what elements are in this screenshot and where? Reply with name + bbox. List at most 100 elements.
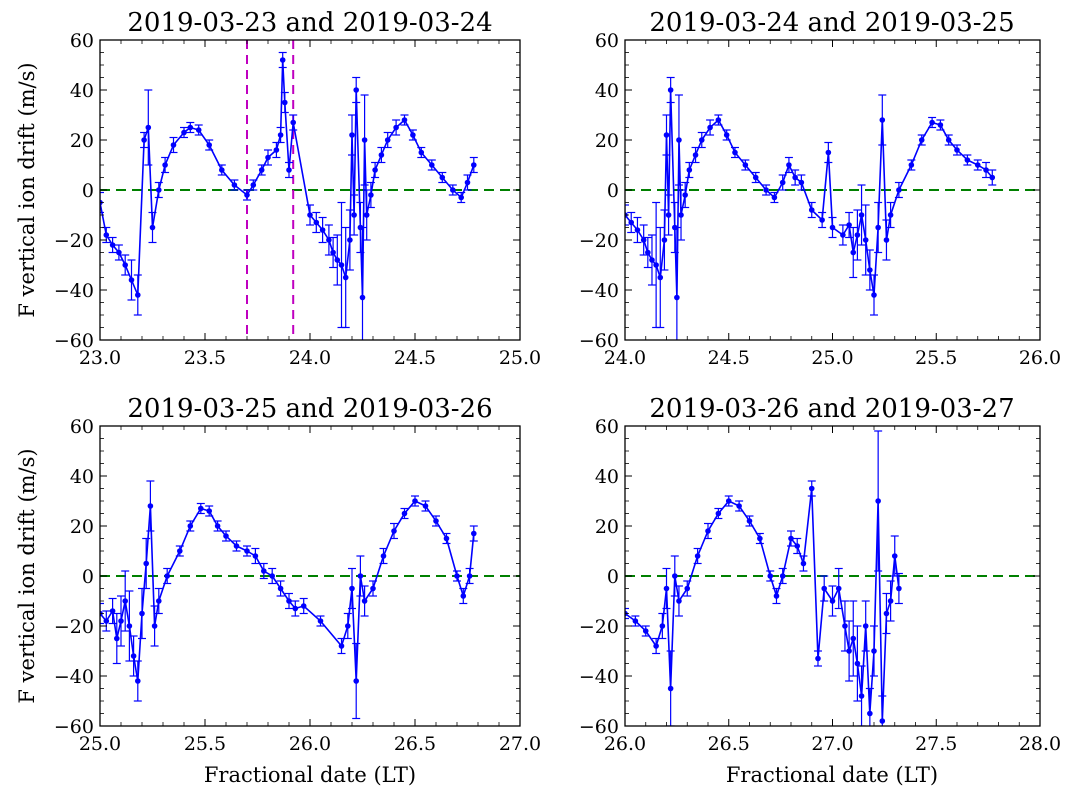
data-point — [219, 167, 225, 173]
data-point — [871, 648, 877, 654]
data-point — [195, 127, 202, 133]
data-point — [391, 528, 397, 534]
data-point — [401, 510, 408, 517]
data-point — [244, 548, 250, 554]
y-tick-label: 0 — [607, 180, 619, 202]
data-point — [715, 117, 722, 123]
data-point — [773, 593, 780, 599]
x-tick-label: 28.0 — [1019, 733, 1061, 755]
data-point — [307, 212, 313, 218]
x-tick-label: 24.0 — [604, 347, 646, 369]
data-point — [663, 132, 670, 138]
data-point — [361, 598, 368, 604]
data-point — [326, 237, 332, 243]
data-point — [401, 117, 408, 123]
data-point — [143, 560, 149, 567]
data-point — [891, 553, 898, 559]
y-tick-label: 0 — [82, 566, 94, 588]
data-point — [261, 568, 267, 574]
data-point — [338, 262, 345, 268]
data-point — [380, 553, 387, 559]
series-line — [625, 488, 900, 722]
data-point — [858, 693, 865, 699]
data-point — [858, 212, 865, 218]
data-point — [908, 162, 915, 168]
data-point — [454, 573, 460, 579]
data-point — [653, 643, 659, 649]
data-point — [659, 623, 666, 629]
data-point — [794, 543, 801, 549]
data-point — [370, 585, 376, 592]
plot-area — [625, 76, 1040, 340]
data-point — [418, 149, 425, 156]
data-point — [103, 232, 110, 238]
data-point — [198, 505, 204, 512]
y-tick-label: 60 — [70, 416, 94, 438]
data-point — [361, 137, 368, 143]
data-point — [114, 635, 120, 642]
data-point — [763, 187, 769, 193]
data-point — [657, 274, 664, 281]
data-point — [277, 132, 284, 138]
data-point — [867, 267, 873, 273]
data-point — [357, 573, 364, 579]
data-point — [665, 212, 672, 218]
data-point — [128, 277, 135, 283]
data-point — [929, 119, 935, 126]
data-point — [692, 152, 699, 158]
x-tick-label: 25.0 — [811, 347, 853, 369]
data-point — [471, 530, 477, 537]
y-tick-label: 60 — [70, 30, 94, 52]
y-tick-label: −60 — [579, 716, 619, 738]
data-point — [937, 122, 944, 128]
data-point — [273, 147, 280, 153]
y-tick-label: −60 — [54, 330, 94, 352]
data-point — [736, 503, 742, 509]
data-point — [162, 162, 168, 168]
x-tick-label: 25.0 — [79, 733, 121, 755]
data-point — [258, 167, 265, 173]
data-point — [126, 623, 133, 629]
data-point — [632, 618, 639, 624]
x-tick-label: 27.0 — [499, 733, 541, 755]
data-point — [825, 149, 832, 156]
data-point — [269, 573, 276, 579]
data-point — [231, 182, 238, 188]
y-tick-label: −60 — [579, 330, 619, 352]
data-point — [676, 598, 682, 604]
x-axis-label: Fractional date (LT) — [204, 763, 416, 787]
plot-area — [100, 480, 520, 720]
data-point — [867, 710, 873, 717]
data-point — [145, 124, 152, 131]
data-point — [109, 608, 116, 614]
data-point — [682, 192, 688, 198]
x-tick-label: 27.5 — [915, 733, 957, 755]
panel-4: 2019-03-26 and 2019-03-27 Fractional dat… — [579, 394, 1061, 787]
data-point — [725, 498, 732, 504]
data-point — [779, 179, 786, 186]
data-point — [223, 533, 229, 539]
data-point — [672, 573, 678, 579]
data-point — [846, 648, 852, 654]
panel-title: 2019-03-26 and 2019-03-27 — [649, 394, 1014, 424]
data-point — [642, 628, 649, 634]
data-point — [368, 192, 374, 198]
data-point — [945, 137, 952, 143]
plot-area — [100, 40, 520, 340]
data-point — [698, 137, 705, 143]
data-point — [786, 162, 792, 168]
data-point — [628, 219, 635, 226]
data-point — [752, 174, 759, 181]
data-point — [206, 142, 212, 148]
data-point — [378, 152, 385, 158]
data-point — [707, 124, 713, 131]
data-point — [109, 242, 116, 248]
data-point — [351, 212, 357, 218]
data-point — [663, 585, 670, 592]
data-point — [918, 137, 925, 143]
plot-area — [625, 430, 1040, 726]
data-point — [854, 232, 861, 238]
data-point — [334, 257, 341, 263]
data-point — [319, 227, 326, 233]
data-point — [661, 237, 668, 243]
